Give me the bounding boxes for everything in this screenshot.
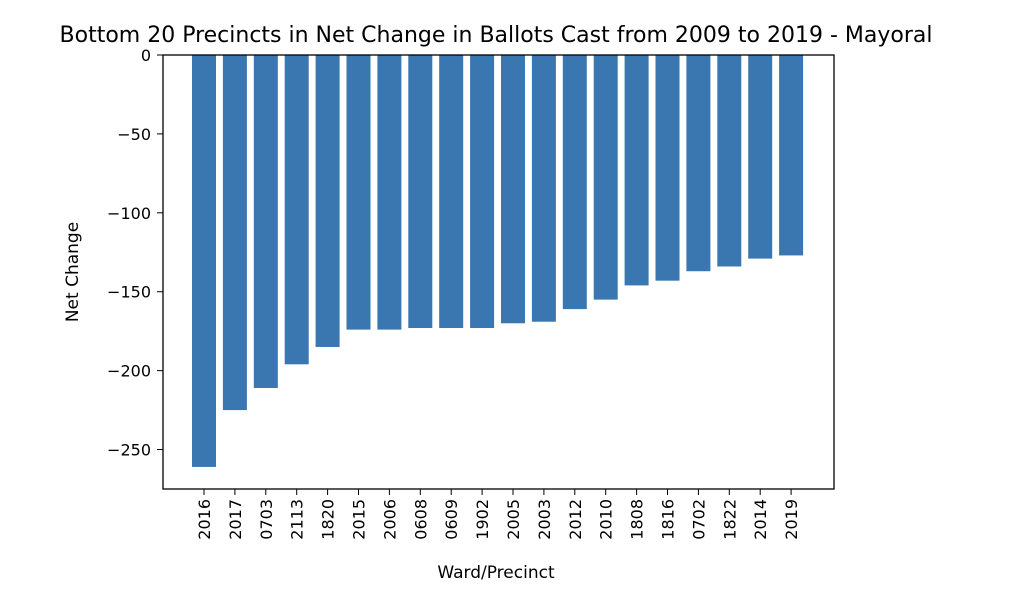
bar-2019 (779, 55, 804, 256)
x-tick-label: 1820 (319, 499, 338, 540)
y-tick-label: −100 (107, 204, 151, 223)
bar-0702 (686, 55, 711, 272)
x-tick-label: 2014 (751, 499, 770, 540)
x-axis-label: Ward/Precinct (437, 563, 555, 583)
x-tick-label: 1816 (659, 499, 678, 540)
bar-0703 (253, 55, 278, 388)
x-tick-label: 1822 (720, 499, 739, 540)
bar-2010 (593, 55, 618, 300)
bar-2014 (748, 55, 773, 259)
x-tick-label: 2019 (782, 499, 801, 540)
bar-2015 (346, 55, 371, 330)
bar-1820 (315, 55, 340, 347)
y-tick-label: 0 (141, 46, 151, 65)
x-tick-label: 2017 (226, 499, 245, 540)
x-tick-label: 2006 (380, 499, 399, 540)
x-tick-label: 2005 (504, 499, 523, 540)
bar-1808 (624, 55, 649, 286)
bar-2012 (562, 55, 587, 310)
plot-frame (162, 54, 835, 490)
x-tick-label: 2015 (350, 499, 369, 540)
y-axis-label: Net Change (63, 222, 83, 322)
x-axis-ticks: 2016 2017 0703 2113 1820 2015 2006 0608 0609 1902… (195, 489, 801, 540)
bar-2017 (222, 55, 247, 411)
x-tick-label: 2003 (535, 499, 554, 540)
chart-title: Bottom 20 Precincts in Net Change in Bal… (60, 23, 933, 48)
bar-0609 (439, 55, 464, 329)
y-tick-label: −200 (107, 362, 151, 381)
bar-1816 (655, 55, 680, 281)
bar-2006 (377, 55, 402, 330)
bar-2016 (192, 55, 216, 467)
y-tick-label: −50 (117, 125, 151, 144)
x-tick-label: 2010 (597, 499, 616, 540)
x-tick-label: 1902 (473, 499, 492, 540)
y-tick-label: −150 (107, 283, 151, 302)
x-tick-label: 1808 (628, 499, 647, 540)
x-tick-label: 2016 (195, 499, 214, 540)
bar-1822 (717, 55, 742, 267)
x-tick-label: 0608 (411, 499, 430, 540)
bars-group (192, 55, 804, 467)
x-tick-label: 0702 (689, 499, 708, 540)
bar-2003 (531, 55, 556, 322)
bar-2005 (501, 55, 525, 324)
bar-1902 (470, 55, 495, 329)
bar-0608 (408, 55, 433, 329)
x-tick-label: 2113 (288, 499, 307, 540)
y-axis-ticks: 0 −50 −100 −150 −200 −250 (107, 46, 163, 460)
y-tick-label: −250 (107, 441, 151, 460)
x-tick-label: 0609 (442, 499, 461, 540)
x-tick-label: 0703 (257, 499, 276, 540)
bar-2113 (284, 55, 309, 365)
x-tick-label: 2012 (566, 499, 585, 540)
